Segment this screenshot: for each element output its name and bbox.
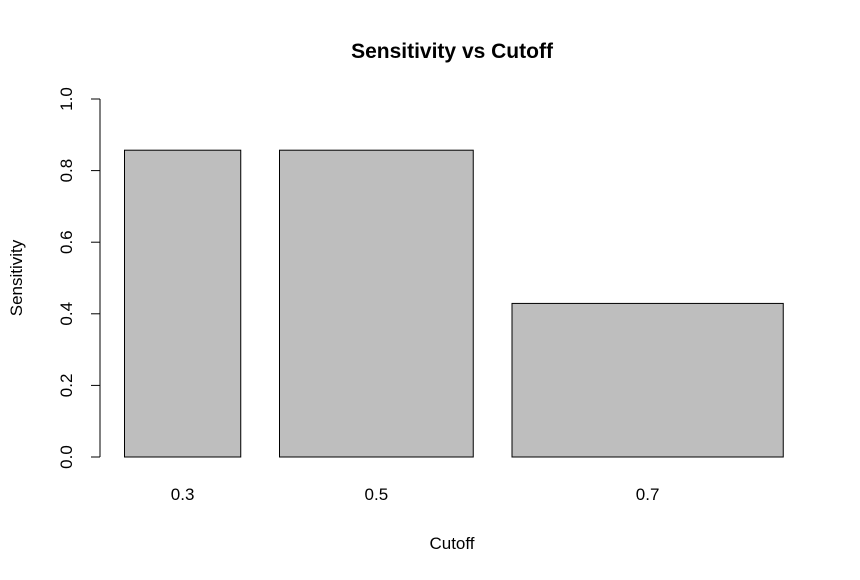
x-tick-label: 0.5 [365,485,389,504]
x-tick-label: 0.7 [636,485,660,504]
y-tick-label: 0.4 [57,302,76,326]
y-axis-label: Sensitivity [7,239,26,316]
chart-title: Sensitivity vs Cutoff [351,40,554,63]
x-tick-label: 0.3 [171,485,195,504]
x-axis-tick-labels: 0.3 0.5 0.7 [171,485,660,504]
y-tick-label: 0.8 [57,159,76,183]
x-axis-label: Cutoff [429,534,474,553]
bar-0.7 [511,302,784,458]
y-tick-label: 0.0 [57,445,76,469]
y-axis: 0.0 0.2 0.4 0.6 0.8 1.0 [57,87,101,469]
y-tick-label: 1.0 [57,87,76,111]
bar-0.5 [279,149,474,458]
y-tick-label: 0.6 [57,230,76,254]
bars [124,149,784,458]
y-tick-label: 0.2 [57,374,76,398]
bar-0.3 [124,149,242,458]
